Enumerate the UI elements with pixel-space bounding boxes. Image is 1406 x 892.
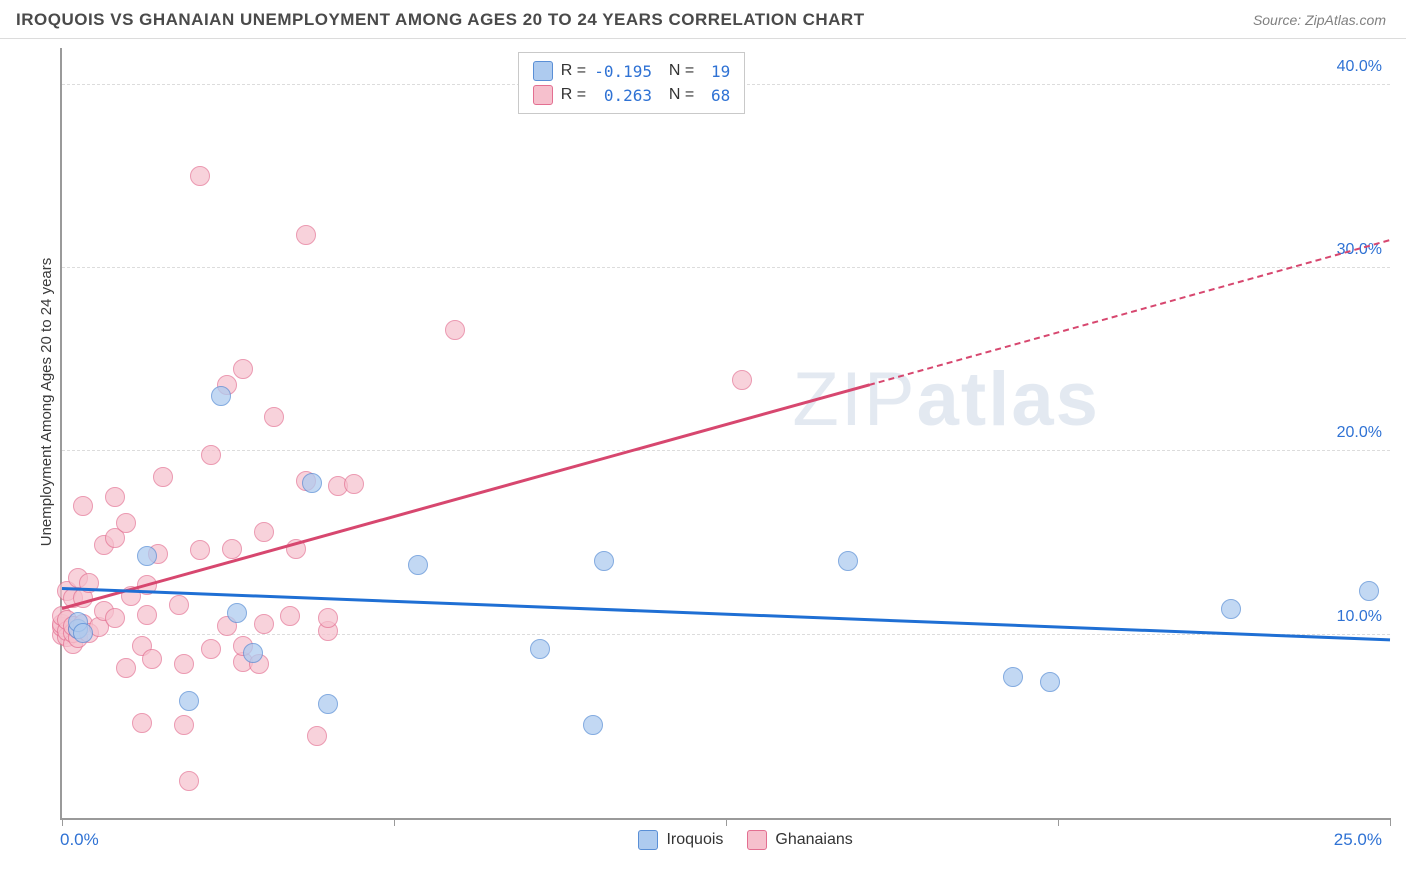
data-point-ghanaians bbox=[254, 614, 274, 634]
data-point-ghanaians bbox=[116, 513, 136, 533]
y-tick-label: 10.0% bbox=[1337, 608, 1382, 626]
data-point-ghanaians bbox=[233, 359, 253, 379]
data-point-iroquois bbox=[73, 623, 93, 643]
data-point-iroquois bbox=[838, 551, 858, 571]
data-point-ghanaians bbox=[280, 606, 300, 626]
data-point-ghanaians bbox=[179, 771, 199, 791]
y-axis-title: Unemployment Among Ages 20 to 24 years bbox=[38, 257, 55, 546]
data-point-iroquois bbox=[179, 691, 199, 711]
data-point-ghanaians bbox=[174, 654, 194, 674]
source-attribution: Source: ZipAtlas.com bbox=[1253, 12, 1386, 28]
data-point-iroquois bbox=[594, 551, 614, 571]
stats-row-iroquois: R = -0.195 N = 19 bbox=[533, 59, 731, 83]
data-point-ghanaians bbox=[254, 522, 274, 542]
trend-line-extrapolated bbox=[869, 239, 1390, 386]
x-axis-min-label: 0.0% bbox=[60, 830, 99, 850]
swatch-iroquois bbox=[533, 61, 553, 81]
data-point-ghanaians bbox=[142, 649, 162, 669]
data-point-ghanaians bbox=[222, 539, 242, 559]
legend-swatch-ghanaians bbox=[747, 830, 767, 850]
chart-header: IROQUOIS VS GHANAIAN UNEMPLOYMENT AMONG … bbox=[0, 0, 1406, 39]
data-point-iroquois bbox=[408, 555, 428, 575]
legend-item-ghanaians: Ghanaians bbox=[747, 830, 852, 850]
data-point-ghanaians bbox=[190, 540, 210, 560]
n-value-ghanaians: 68 bbox=[702, 86, 730, 105]
data-point-ghanaians bbox=[116, 658, 136, 678]
data-point-ghanaians bbox=[137, 605, 157, 625]
data-point-iroquois bbox=[302, 473, 322, 493]
data-point-ghanaians bbox=[153, 467, 173, 487]
r-value-ghanaians: 0.263 bbox=[594, 86, 652, 105]
data-point-ghanaians bbox=[296, 225, 316, 245]
legend-item-iroquois: Iroquois bbox=[638, 830, 723, 850]
data-point-iroquois bbox=[583, 715, 603, 735]
legend-label-ghanaians: Ghanaians bbox=[775, 831, 852, 849]
data-point-ghanaians bbox=[445, 320, 465, 340]
data-point-ghanaians bbox=[344, 474, 364, 494]
n-value-iroquois: 19 bbox=[702, 62, 730, 81]
x-tick bbox=[1390, 818, 1391, 826]
data-point-ghanaians bbox=[132, 713, 152, 733]
gridline bbox=[62, 267, 1390, 268]
data-point-ghanaians bbox=[190, 166, 210, 186]
watermark: ZIPatlas bbox=[792, 356, 1099, 443]
series-legend: Iroquois Ghanaians bbox=[638, 830, 852, 850]
scatter-plot: ZIPatlas 10.0%20.0%30.0%40.0% bbox=[60, 48, 1390, 820]
chart-title: IROQUOIS VS GHANAIAN UNEMPLOYMENT AMONG … bbox=[16, 10, 865, 30]
stats-row-ghanaians: R = 0.263 N = 68 bbox=[533, 83, 731, 107]
data-point-ghanaians bbox=[732, 370, 752, 390]
data-point-iroquois bbox=[137, 546, 157, 566]
data-point-iroquois bbox=[227, 603, 247, 623]
data-point-iroquois bbox=[1003, 667, 1023, 687]
chart-area: Unemployment Among Ages 20 to 24 years Z… bbox=[48, 48, 1390, 852]
y-tick-label: 40.0% bbox=[1337, 58, 1382, 76]
data-point-ghanaians bbox=[318, 608, 338, 628]
data-point-ghanaians bbox=[105, 487, 125, 507]
x-axis-max-label: 25.0% bbox=[1334, 830, 1382, 850]
data-point-iroquois bbox=[1040, 672, 1060, 692]
y-tick-label: 20.0% bbox=[1337, 424, 1382, 442]
data-point-ghanaians bbox=[201, 639, 221, 659]
gridline bbox=[62, 634, 1390, 635]
data-point-iroquois bbox=[1359, 581, 1379, 601]
data-point-ghanaians bbox=[174, 715, 194, 735]
data-point-iroquois bbox=[211, 386, 231, 406]
legend-label-iroquois: Iroquois bbox=[666, 831, 723, 849]
data-point-ghanaians bbox=[307, 726, 327, 746]
data-point-ghanaians bbox=[105, 608, 125, 628]
data-point-iroquois bbox=[530, 639, 550, 659]
data-point-ghanaians bbox=[264, 407, 284, 427]
data-point-iroquois bbox=[318, 694, 338, 714]
data-point-ghanaians bbox=[169, 595, 189, 615]
trend-line bbox=[62, 384, 870, 611]
r-value-iroquois: -0.195 bbox=[594, 62, 652, 81]
data-point-ghanaians bbox=[201, 445, 221, 465]
data-point-ghanaians bbox=[73, 496, 93, 516]
watermark-bold: atlas bbox=[917, 357, 1100, 442]
correlation-stats-box: R = -0.195 N = 19 R = 0.263 N = 68 bbox=[518, 52, 746, 114]
gridline bbox=[62, 450, 1390, 451]
swatch-ghanaians bbox=[533, 85, 553, 105]
legend-swatch-iroquois bbox=[638, 830, 658, 850]
data-point-iroquois bbox=[243, 643, 263, 663]
data-point-iroquois bbox=[1221, 599, 1241, 619]
